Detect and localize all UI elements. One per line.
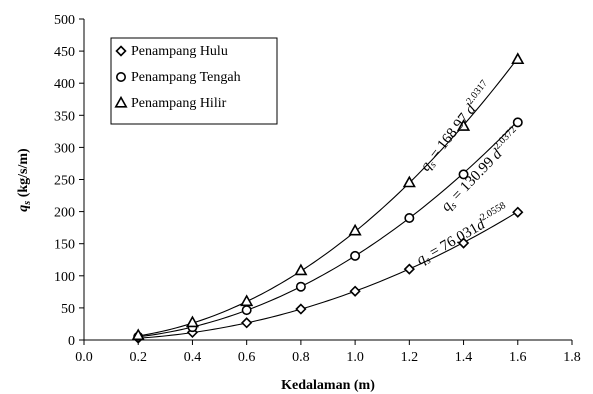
y-axis-title-subscript: s	[22, 201, 33, 206]
y-tick-label: 250	[54, 174, 75, 189]
y-tick-label: 300	[54, 141, 75, 156]
x-tick-label: 0.0	[75, 350, 93, 365]
x-tick-label: 1.0	[346, 350, 364, 365]
data-point-hulu	[241, 317, 253, 329]
data-point-hulu	[457, 237, 470, 249]
y-axis-title-unit: (kg/s/m)	[16, 148, 31, 201]
x-tick-label: 1.4	[455, 350, 473, 365]
y-axis-title: qs (kg/s/m)	[16, 148, 33, 212]
data-point-hulu	[349, 285, 361, 297]
legend-marker-hulu	[115, 45, 127, 57]
equation-hulu: qs = 76.031d2.0558	[413, 200, 513, 270]
legend-marker-hilir	[114, 95, 128, 108]
data-point-hilir	[511, 52, 525, 65]
data-point-hilir	[348, 223, 362, 236]
equation-tengah-sub: s	[449, 200, 460, 211]
legend-label-hilir: Penampang Hilir	[131, 96, 227, 111]
y-tick-label: 450	[54, 45, 75, 60]
fit-curves	[138, 57, 519, 339]
y-tick-label: 500	[54, 13, 75, 28]
y-axis-title-symbol: q	[16, 205, 31, 212]
data-point-tengah	[512, 117, 523, 128]
data-point-hulu	[512, 206, 524, 218]
equation-hilir-exp: 2.0317	[464, 78, 490, 106]
legend-marker-tengah	[116, 72, 127, 83]
x-tick-label: 1.8	[563, 350, 581, 365]
equation-tengah-coef: = 130.99	[446, 152, 500, 207]
legend-label-hulu: Penampang Hulu	[131, 44, 228, 59]
legend-label-tengah: Penampang Tengah	[131, 70, 241, 85]
y-tick-label: 400	[54, 77, 75, 92]
x-tick-label: 0.8	[292, 350, 310, 365]
y-tick-label: 200	[54, 206, 75, 221]
equation-hilir-coef: = 168.97	[425, 108, 475, 166]
equation-hulu-coef: = 76.031	[424, 220, 482, 262]
data-point-tengah	[295, 281, 306, 292]
svg-text:qs = 76.031d2.0558: qs = 76.031d2.0558	[413, 200, 513, 270]
fit-curve-hilir	[138, 57, 519, 337]
data-point-hulu	[295, 303, 307, 315]
data-point-hilir	[131, 328, 145, 341]
data-point-tengah	[241, 305, 252, 316]
x-tick-label: 1.2	[401, 350, 419, 365]
legend-items: Penampang Hulu Penampang Tengah Penampang …	[114, 44, 241, 111]
data-point-hulu	[403, 263, 415, 275]
data-point-hilir	[402, 175, 416, 188]
equation-tengah-exp: 2.0372	[492, 124, 519, 151]
y-ticks: 0 50 100 150 200 250 300 350 400 450 500	[54, 13, 84, 349]
x-tick-label: 0.4	[184, 350, 202, 365]
fit-curve-tengah	[138, 120, 519, 338]
x-tick-label: 1.6	[509, 350, 527, 365]
y-tick-label: 50	[61, 302, 75, 317]
data-point-hilir	[185, 315, 200, 328]
x-ticks: 0.0 0.2 0.4 0.6 0.8 1.0 1.2 1.4 1.6 1.8	[75, 340, 581, 365]
data-point-hilir	[294, 263, 308, 276]
equation-hulu-sub: s	[424, 255, 433, 267]
data-point-hilir	[240, 294, 254, 307]
equation-hilir-sub: s	[428, 160, 439, 170]
legend-box	[110, 37, 278, 125]
data-markers	[131, 52, 525, 344]
x-axis-title: Kedalaman (m)	[281, 378, 375, 393]
data-point-tengah	[350, 250, 361, 261]
y-tick-label: 150	[54, 238, 75, 253]
data-point-hilir	[456, 119, 471, 131]
y-tick-label: 0	[68, 334, 75, 349]
y-tick-label: 350	[54, 109, 75, 124]
legend: Penampang Hulu Penampang Tengah Penampang …	[110, 37, 278, 125]
x-tick-label: 0.2	[129, 350, 147, 365]
data-point-tengah	[404, 213, 415, 224]
x-tick-label: 0.6	[238, 350, 256, 365]
y-tick-label: 100	[54, 270, 75, 285]
data-point-tengah	[458, 169, 469, 180]
fit-curve-hulu	[138, 211, 519, 339]
